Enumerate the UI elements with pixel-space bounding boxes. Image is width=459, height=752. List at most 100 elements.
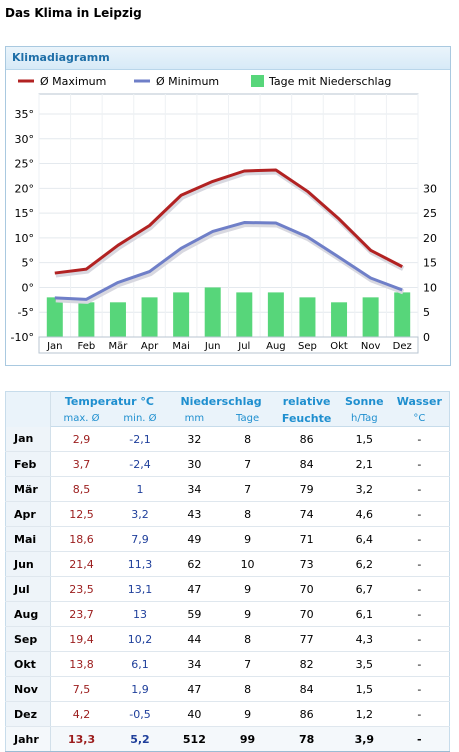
humidity-cell: 84 xyxy=(274,451,340,477)
x-tick-label: Jun xyxy=(204,341,221,352)
x-tick-label: Apr xyxy=(141,341,159,352)
y-left-tick: 5° xyxy=(22,257,35,270)
min-temp-cell: 6,1 xyxy=(112,651,168,677)
precip-days-cell: 8 xyxy=(220,501,275,527)
chart-header: Klimadiagramm xyxy=(6,47,450,70)
y-left-tick: 0° xyxy=(22,281,35,294)
precip-mm-cell: 47 xyxy=(167,576,221,602)
subheader-water-unit: °C xyxy=(389,410,450,427)
x-tick-label: Jul xyxy=(237,341,250,352)
humidity-cell: 78 xyxy=(274,726,340,752)
max-temp-cell: 12,5 xyxy=(50,501,113,527)
max-temp-cell: 4,2 xyxy=(50,701,113,727)
humidity-cell: 86 xyxy=(274,701,340,727)
table-row: Dez 4,2 -0,5 40 9 86 1,2- xyxy=(5,701,450,727)
rain-bar xyxy=(173,292,190,337)
min-temp-line xyxy=(54,221,403,301)
min-temp-cell: 13,1 xyxy=(112,576,168,602)
max-temp-cell: 13,8 xyxy=(50,651,113,677)
humidity-cell: 82 xyxy=(274,651,340,677)
y-left-tick: 15° xyxy=(15,207,35,220)
month-cell: Jul xyxy=(5,576,51,602)
y-right-tick: 25 xyxy=(423,207,437,220)
max-temp-cell: 2,9 xyxy=(50,426,113,452)
humidity-cell: 70 xyxy=(274,601,340,627)
max-temp-cell: 7,5 xyxy=(50,676,113,702)
subheader-sun-unit: h/Tag xyxy=(339,410,390,427)
y-right-tick: 20 xyxy=(423,232,437,245)
x-tick-label: Dez xyxy=(393,341,412,352)
y-left-tick: -10° xyxy=(11,331,34,344)
water-temp-cell: - xyxy=(389,601,450,627)
month-cell: Jahr xyxy=(5,726,51,752)
min-temp-cell: 13 xyxy=(112,601,168,627)
max-temp-cell: 3,7 xyxy=(50,451,113,477)
x-tick-label: Feb xyxy=(78,341,96,352)
x-tick-label: Nov xyxy=(361,341,381,352)
table-row: Jul 23,5 13,1 47 9 70 6,7- xyxy=(5,576,450,602)
max-temp-line xyxy=(54,168,403,275)
y-right-tick: 30 xyxy=(423,182,437,195)
x-tick-label: Mai xyxy=(172,341,190,352)
y-right-tick: 5 xyxy=(423,306,430,319)
header-sun: Sonne xyxy=(339,391,390,410)
min-temp-cell: -2,4 xyxy=(112,451,168,477)
table-row: Jan 2,9 -2,1 32 8 86 1,5- xyxy=(5,426,450,452)
rain-bar xyxy=(204,287,221,337)
y-right-tick: 15 xyxy=(423,257,437,270)
y-left-tick: -5° xyxy=(18,306,34,319)
precip-days-cell: 9 xyxy=(220,601,275,627)
month-cell: Feb xyxy=(5,451,51,477)
humidity-cell: 86 xyxy=(274,426,340,452)
humidity-cell: 77 xyxy=(274,626,340,652)
month-cell: Apr xyxy=(5,501,51,527)
humidity-cell: 71 xyxy=(274,526,340,552)
climate-chart-panel: Klimadiagramm Ø Maximum Ø Minimum Tage mit… xyxy=(5,46,451,366)
month-cell: Okt xyxy=(5,651,51,677)
precip-mm-cell: 34 xyxy=(167,476,221,502)
max-temp-cell: 23,7 xyxy=(50,601,113,627)
subheader-days: Tage xyxy=(220,410,275,427)
sunshine-cell: 4,3 xyxy=(339,626,390,652)
max-temp-cell: 21,4 xyxy=(50,551,113,577)
min-temp-cell: 5,2 xyxy=(112,726,168,752)
min-temp-cell: 3,2 xyxy=(112,501,168,527)
month-cell: Jun xyxy=(5,551,51,577)
month-cell: Nov xyxy=(5,676,51,702)
month-cell: Dez xyxy=(5,701,51,727)
legend-max-label: Ø Maximum xyxy=(40,75,106,88)
max-temp-cell: 18,6 xyxy=(50,526,113,552)
precip-days-cell: 8 xyxy=(220,676,275,702)
page-title: Das Klima in Leipzig xyxy=(5,6,142,20)
table-row: Mai 18,6 7,9 49 9 71 6,4- xyxy=(5,526,450,552)
sunshine-cell: 1,5 xyxy=(339,426,390,452)
x-tick-label: Aug xyxy=(266,341,286,352)
subheader-mm: mm xyxy=(167,410,221,427)
precip-mm-cell: 40 xyxy=(167,701,221,727)
sunshine-cell: 1,5 xyxy=(339,676,390,702)
x-tick-label: Jan xyxy=(46,341,62,352)
precip-mm-cell: 47 xyxy=(167,676,221,702)
table-row: Okt 13,8 6,1 34 7 82 3,5- xyxy=(5,651,450,677)
precip-mm-cell: 30 xyxy=(167,451,221,477)
min-temp-cell: -0,5 xyxy=(112,701,168,727)
rain-bar xyxy=(141,297,158,337)
y-left-tick: 30° xyxy=(15,133,35,146)
climate-chart: Ø Maximum Ø Minimum Tage mit Niederschlag 3… xyxy=(11,75,437,354)
water-temp-cell: - xyxy=(389,551,450,577)
humidity-cell: 73 xyxy=(274,551,340,577)
rain-bar xyxy=(46,297,63,337)
sunshine-cell: 6,1 xyxy=(339,601,390,627)
precip-days-cell: 99 xyxy=(220,726,275,752)
min-temp-cell: 1 xyxy=(112,476,168,502)
month-cell: Aug xyxy=(5,601,51,627)
max-temp-cell: 19,4 xyxy=(50,626,113,652)
y-left-tick: 35° xyxy=(15,108,35,121)
max-temp-cell: 8,5 xyxy=(50,476,113,502)
precip-mm-cell: 44 xyxy=(167,626,221,652)
precip-days-cell: 9 xyxy=(220,701,275,727)
rain-bar xyxy=(394,292,411,337)
table-row: Feb 3,7 -2,4 30 7 84 2,1- xyxy=(5,451,450,477)
header-precipitation: Niederschlag xyxy=(167,391,275,410)
sunshine-cell: 1,2 xyxy=(339,701,390,727)
